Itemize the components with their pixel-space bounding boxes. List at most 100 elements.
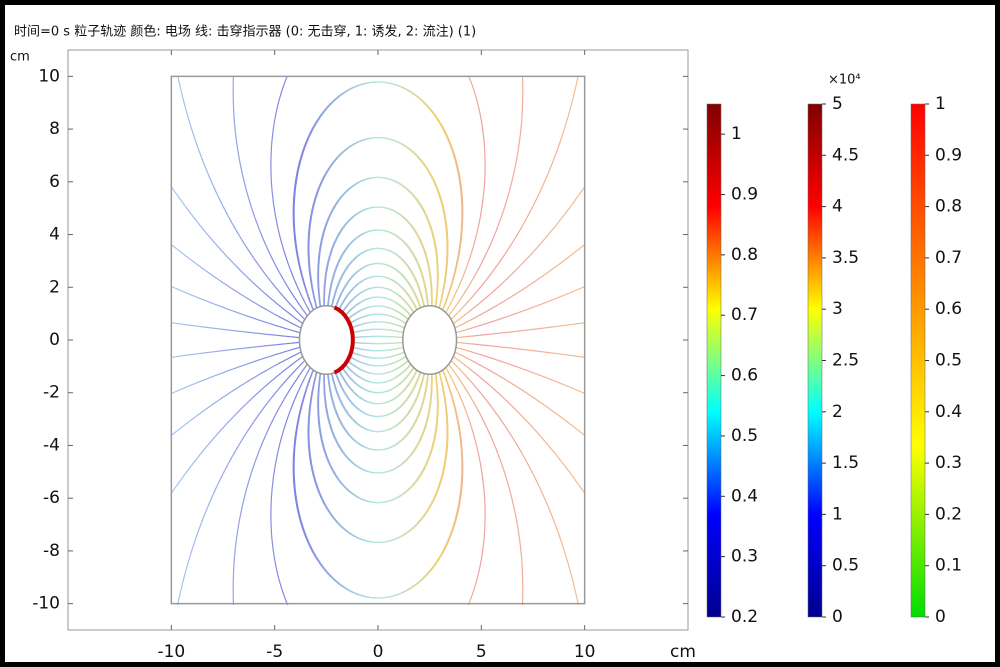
field-line: [330, 247, 425, 308]
y-tick-label: -10: [32, 594, 60, 614]
y-tick-label: 4: [49, 225, 60, 245]
colorbar-tick-label: 0.7: [731, 305, 758, 325]
colorbar-tick-label: 0.8: [935, 197, 962, 217]
chart-title: 时间=0 s 粒子轨迹 颜色: 电场 线: 击穿指示器 (0: 无击穿, 1: …: [14, 24, 476, 40]
field-line: [172, 355, 304, 494]
field-line: [350, 321, 405, 329]
colorbar-tick-label: 0: [935, 607, 946, 627]
x-tick-label: 10: [574, 642, 596, 662]
colorbar-tick-label: 0.5: [731, 426, 758, 446]
x-tick-label: 5: [476, 642, 487, 662]
colorbar-tick-label: 0.7: [935, 248, 962, 268]
field-line: [347, 305, 409, 320]
colorbar-tick-label: 0.2: [935, 504, 962, 524]
field-line: [445, 77, 486, 313]
field-line: [341, 286, 415, 313]
field-line: [343, 363, 412, 384]
colorbar-tick-label: 3.5: [832, 248, 859, 268]
colorbar-tick-label: 2.5: [832, 351, 859, 371]
breakdown-arc: [333, 305, 355, 375]
field-line: [172, 186, 304, 325]
field-line: [456, 322, 585, 339]
field-line: [327, 229, 429, 307]
colorbar-tick-label: 0.5: [832, 556, 859, 576]
colorbar-tick-label: 0: [832, 607, 843, 627]
y-tick-label: 8: [49, 119, 60, 139]
colorbar-tick-label: 1: [935, 94, 946, 114]
field-line: [454, 351, 585, 437]
y-tick-label: -6: [43, 488, 60, 508]
field-line: [334, 371, 421, 418]
domain-boundary: [170, 75, 586, 605]
colorbar-multiplier: ×10⁴: [828, 73, 861, 88]
field-line: [450, 360, 579, 605]
colorbar-tick-label: 0.8: [731, 245, 758, 265]
colorbar-tick-label: 1.5: [832, 453, 859, 473]
field-line: [350, 351, 405, 359]
colorbar-tick-label: 1: [731, 124, 742, 144]
colorbar-tick-label: 0.3: [935, 453, 962, 473]
field-line: [448, 77, 524, 317]
y-tick-label: -2: [43, 383, 60, 403]
colorbar-tick-label: 3: [832, 299, 843, 319]
field-line: [172, 351, 302, 436]
field-line: [352, 335, 403, 339]
field-line: [177, 360, 306, 605]
y-tick-label: 6: [49, 172, 60, 192]
electrode: [402, 304, 458, 376]
field-line: [337, 275, 418, 311]
field-line: [455, 346, 585, 395]
colorbar-tick-label: 0.9: [935, 145, 962, 165]
colorbar-tick-label: 0.4: [731, 486, 758, 506]
field-line: [351, 328, 404, 334]
field-line: [307, 371, 448, 544]
field-line: [330, 372, 425, 433]
colorbar: [706, 103, 722, 618]
y-axis-label: cm: [10, 50, 30, 65]
field-line: [349, 313, 407, 325]
colorbar-tick-label: 1: [832, 504, 843, 524]
field-lines: [172, 77, 585, 605]
field-line: [172, 322, 300, 339]
field-line: [454, 243, 585, 329]
field-line: [452, 355, 585, 495]
colorbar-tick-label: 0.6: [935, 299, 962, 319]
colorbar-tick-label: 0.6: [731, 366, 758, 386]
field-line: [343, 296, 412, 317]
field-line: [334, 262, 421, 309]
colorbar-tick-label: 0.2: [731, 607, 758, 627]
colorbar: [807, 103, 823, 618]
colorbar-tick-label: 0.4: [935, 402, 962, 422]
x-axis-label: cm: [670, 642, 696, 662]
field-line: [323, 206, 433, 307]
field-line: [349, 355, 407, 367]
colorbar-tick-label: 0.1: [935, 556, 962, 576]
field-line: [177, 77, 306, 320]
field-line: [172, 341, 300, 358]
field-line: [347, 360, 409, 375]
field-line: [456, 341, 585, 358]
field-line: [455, 285, 585, 334]
colorbar-tick-label: 0.5: [935, 351, 962, 371]
y-tick-label: 10: [38, 66, 60, 86]
field-line: [450, 77, 579, 320]
field-line: [307, 136, 448, 309]
field-line: [270, 77, 311, 313]
colorbar-tick-label: 2: [832, 402, 843, 422]
field-line: [172, 346, 301, 394]
x-tick-label: -5: [266, 642, 283, 662]
field-line: [445, 367, 486, 605]
y-tick-label: -4: [43, 435, 60, 455]
field-line: [337, 369, 418, 405]
colorbar: [910, 103, 926, 618]
field-line: [232, 363, 308, 605]
colorbar-tick-label: 0.3: [731, 547, 758, 567]
field-line: [270, 367, 311, 605]
field-line: [317, 372, 439, 504]
field-line: [352, 341, 403, 345]
field-line: [292, 368, 463, 599]
field-line: [452, 185, 585, 325]
x-tick-label: 0: [373, 642, 384, 662]
colorbar-tick-label: 5: [832, 94, 843, 114]
